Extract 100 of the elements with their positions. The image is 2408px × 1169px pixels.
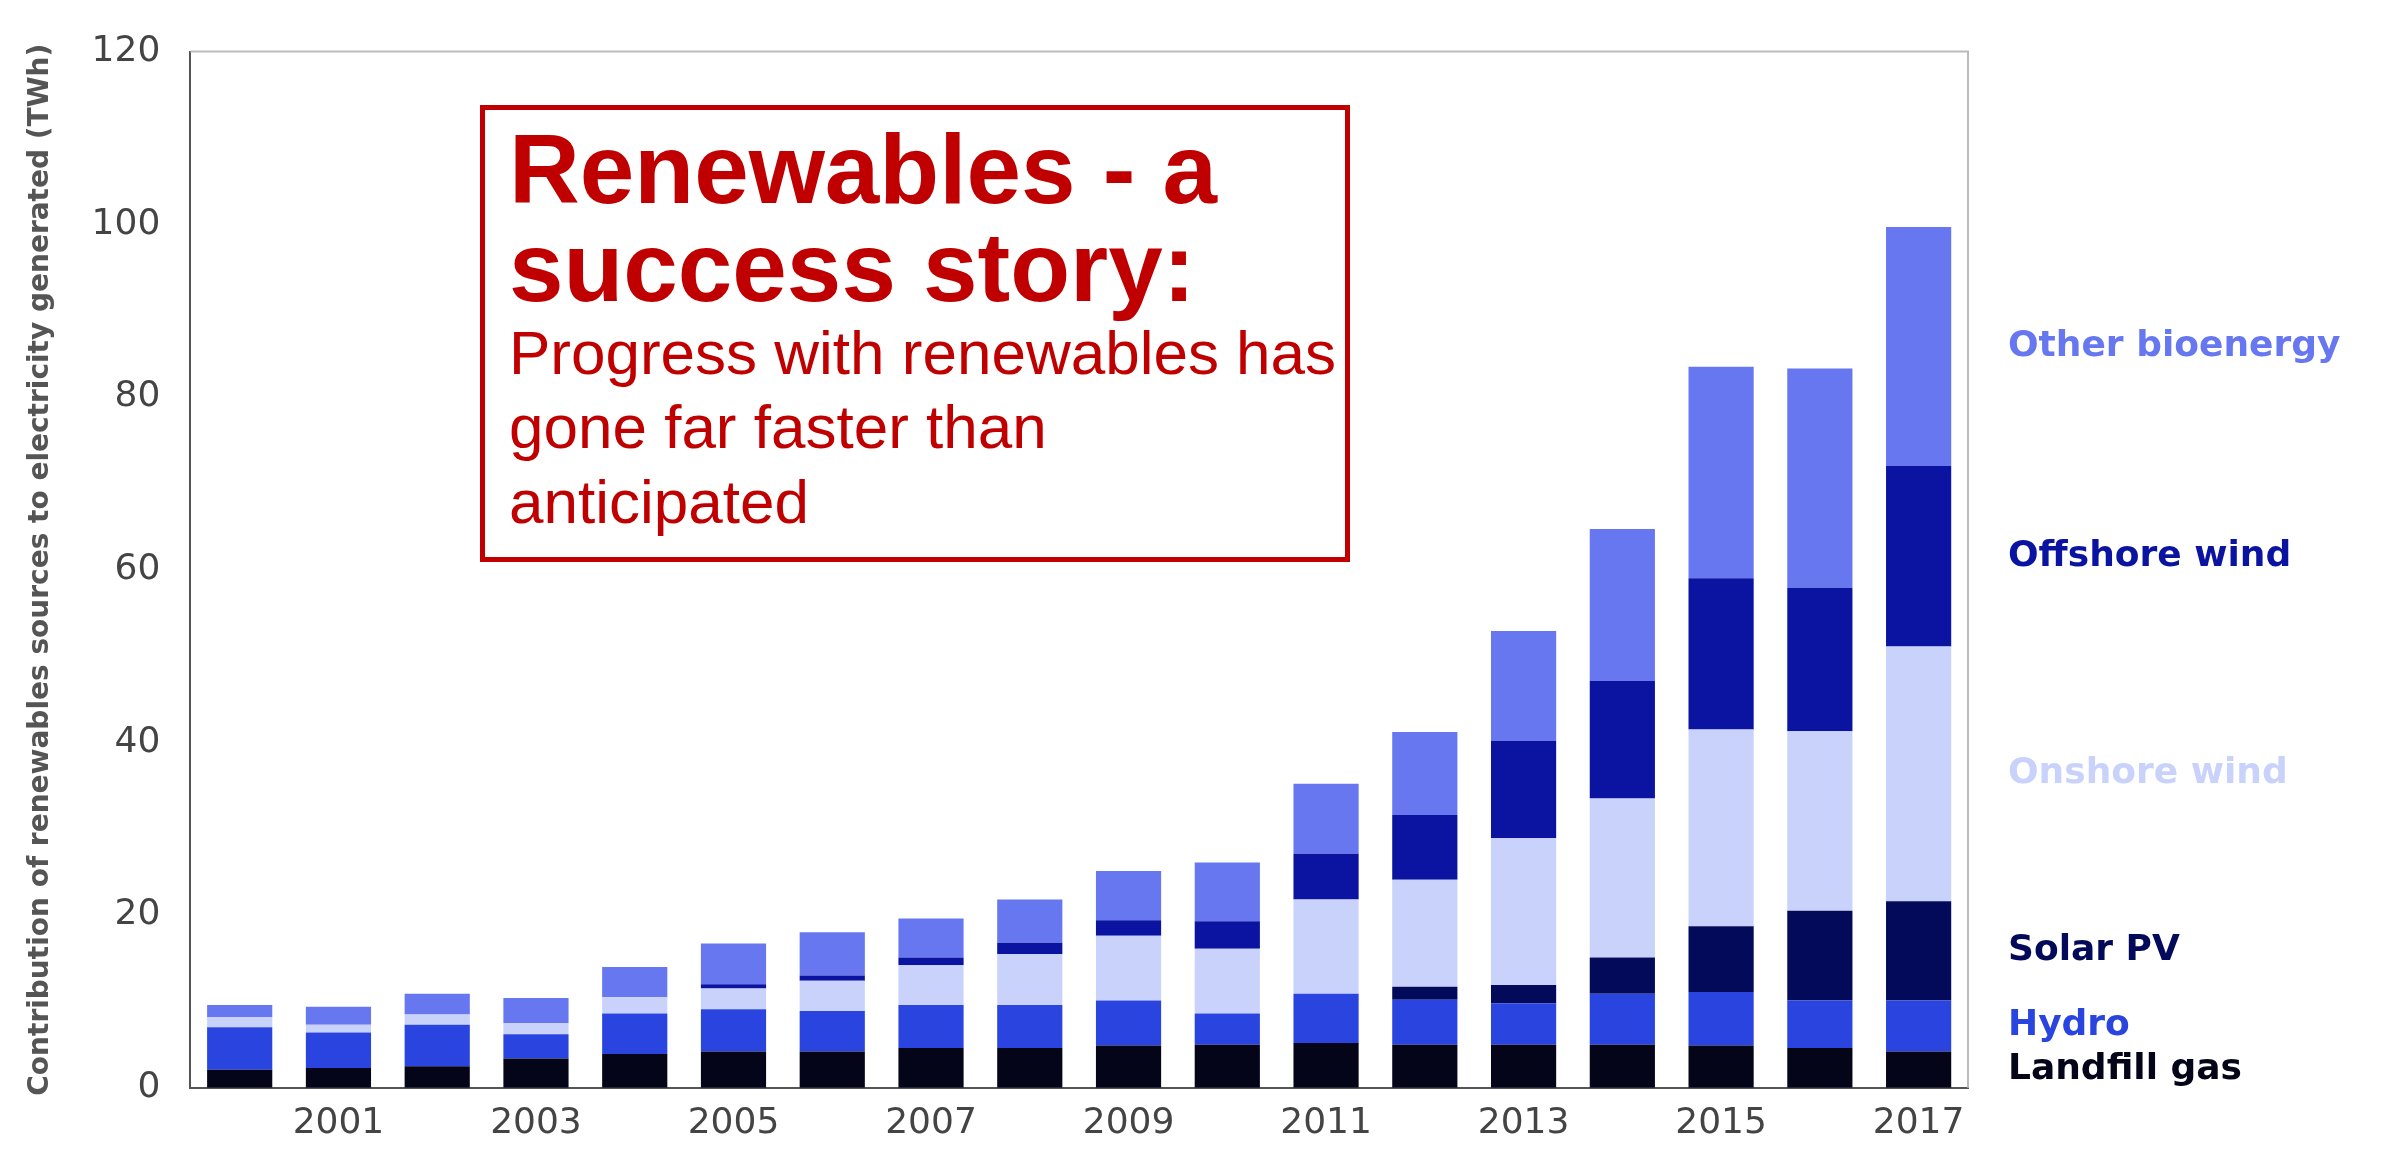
bar bbox=[1490, 985, 1557, 1004]
bar bbox=[1787, 587, 1853, 732]
bar bbox=[1095, 871, 1162, 921]
bar bbox=[799, 932, 865, 976]
x-tick-label: 2013 bbox=[1477, 1099, 1570, 1141]
bar bbox=[1095, 935, 1162, 1001]
bar bbox=[700, 943, 767, 985]
bar bbox=[1095, 1000, 1162, 1046]
bar bbox=[1194, 862, 1260, 922]
bar bbox=[1194, 921, 1260, 949]
x-tick-label: 2015 bbox=[1675, 1099, 1767, 1141]
bar bbox=[1589, 993, 1655, 1045]
bar bbox=[1392, 1044, 1458, 1088]
bar bbox=[1293, 1042, 1359, 1088]
bar bbox=[1490, 838, 1557, 986]
bar bbox=[503, 1058, 569, 1088]
bar bbox=[1886, 226, 1952, 467]
bar bbox=[503, 998, 569, 1024]
y-tick-label: 120 bbox=[91, 27, 161, 69]
bar bbox=[1293, 783, 1359, 854]
bar bbox=[1589, 798, 1655, 958]
bar bbox=[1589, 681, 1655, 799]
bar bbox=[1886, 1051, 1952, 1088]
bar bbox=[207, 1016, 273, 1028]
bar bbox=[1589, 1044, 1655, 1088]
series-label: Hydro bbox=[2008, 1002, 2130, 1044]
series-label: Landfill gas bbox=[2008, 1046, 2243, 1088]
bar bbox=[1787, 731, 1853, 911]
y-axis-title: Contribution of renewables sources to electricity generated (TWh) bbox=[22, 43, 56, 1096]
bar bbox=[1886, 466, 1952, 647]
bar bbox=[1688, 729, 1754, 927]
bar bbox=[1886, 901, 1952, 1001]
series-label: Solar PV bbox=[2008, 927, 2180, 969]
bar bbox=[898, 1048, 964, 1088]
bar bbox=[997, 1004, 1063, 1049]
bar bbox=[207, 1027, 273, 1070]
bar bbox=[305, 1032, 372, 1068]
text: Renewables - a success story: bbox=[509, 114, 1219, 322]
bar bbox=[1688, 366, 1754, 579]
bar bbox=[997, 1048, 1063, 1088]
bar bbox=[1787, 1048, 1853, 1088]
bar bbox=[700, 988, 767, 1010]
bar bbox=[997, 953, 1063, 1005]
bar bbox=[207, 1069, 273, 1088]
bar bbox=[503, 1034, 569, 1059]
bar bbox=[305, 1006, 372, 1025]
bar bbox=[1293, 899, 1359, 994]
bar bbox=[700, 1009, 767, 1052]
bar bbox=[799, 1051, 865, 1088]
y-tick-label: 80 bbox=[114, 373, 161, 415]
bar bbox=[602, 1013, 668, 1055]
bar bbox=[1293, 853, 1359, 900]
bar bbox=[1194, 948, 1260, 1014]
bar bbox=[997, 899, 1063, 943]
bar bbox=[1392, 814, 1458, 880]
bar bbox=[1095, 920, 1162, 936]
x-tick-label: 2003 bbox=[490, 1099, 582, 1141]
x-tick-label: 2017 bbox=[1872, 1099, 1965, 1141]
bar bbox=[1688, 1045, 1754, 1088]
bar bbox=[503, 1023, 569, 1035]
bar bbox=[1787, 910, 1853, 1001]
bar bbox=[207, 1004, 273, 1017]
bar bbox=[1293, 993, 1359, 1043]
bar bbox=[1490, 740, 1557, 839]
bar bbox=[1688, 578, 1754, 730]
x-tick-label: 2009 bbox=[1082, 1099, 1175, 1141]
series-label: Other bioenergy bbox=[2008, 322, 2341, 364]
bar bbox=[898, 918, 964, 958]
y-tick-label: 0 bbox=[137, 1064, 161, 1106]
bar bbox=[1688, 991, 1754, 1046]
bar bbox=[1392, 732, 1458, 815]
bar bbox=[799, 1010, 865, 1052]
x-tick-label: 2005 bbox=[687, 1099, 780, 1141]
bar bbox=[799, 980, 865, 1011]
x-tick-label: 2011 bbox=[1280, 1099, 1372, 1141]
bar bbox=[305, 1024, 372, 1033]
bar bbox=[404, 1066, 470, 1088]
bar bbox=[305, 1067, 372, 1088]
bar bbox=[404, 1024, 470, 1067]
bar bbox=[1688, 926, 1754, 992]
bar bbox=[1886, 1000, 1952, 1052]
bar bbox=[1194, 1013, 1260, 1045]
bar bbox=[602, 997, 668, 1014]
bar bbox=[700, 1051, 767, 1088]
bar bbox=[1490, 1044, 1557, 1088]
bar bbox=[1787, 368, 1853, 588]
bar bbox=[602, 1054, 668, 1088]
bar bbox=[700, 984, 767, 989]
bar bbox=[1490, 631, 1557, 741]
bar bbox=[1589, 529, 1655, 682]
x-tick-label: 2007 bbox=[885, 1099, 977, 1141]
bar bbox=[898, 965, 964, 1005]
y-tick-label: 40 bbox=[114, 718, 161, 760]
bar bbox=[1589, 957, 1655, 994]
bar bbox=[1392, 999, 1458, 1045]
y-tick-label: 60 bbox=[114, 546, 161, 588]
bar bbox=[1194, 1044, 1260, 1088]
bar bbox=[1392, 986, 1458, 1000]
bar bbox=[1490, 1003, 1557, 1045]
bar bbox=[1392, 879, 1458, 987]
